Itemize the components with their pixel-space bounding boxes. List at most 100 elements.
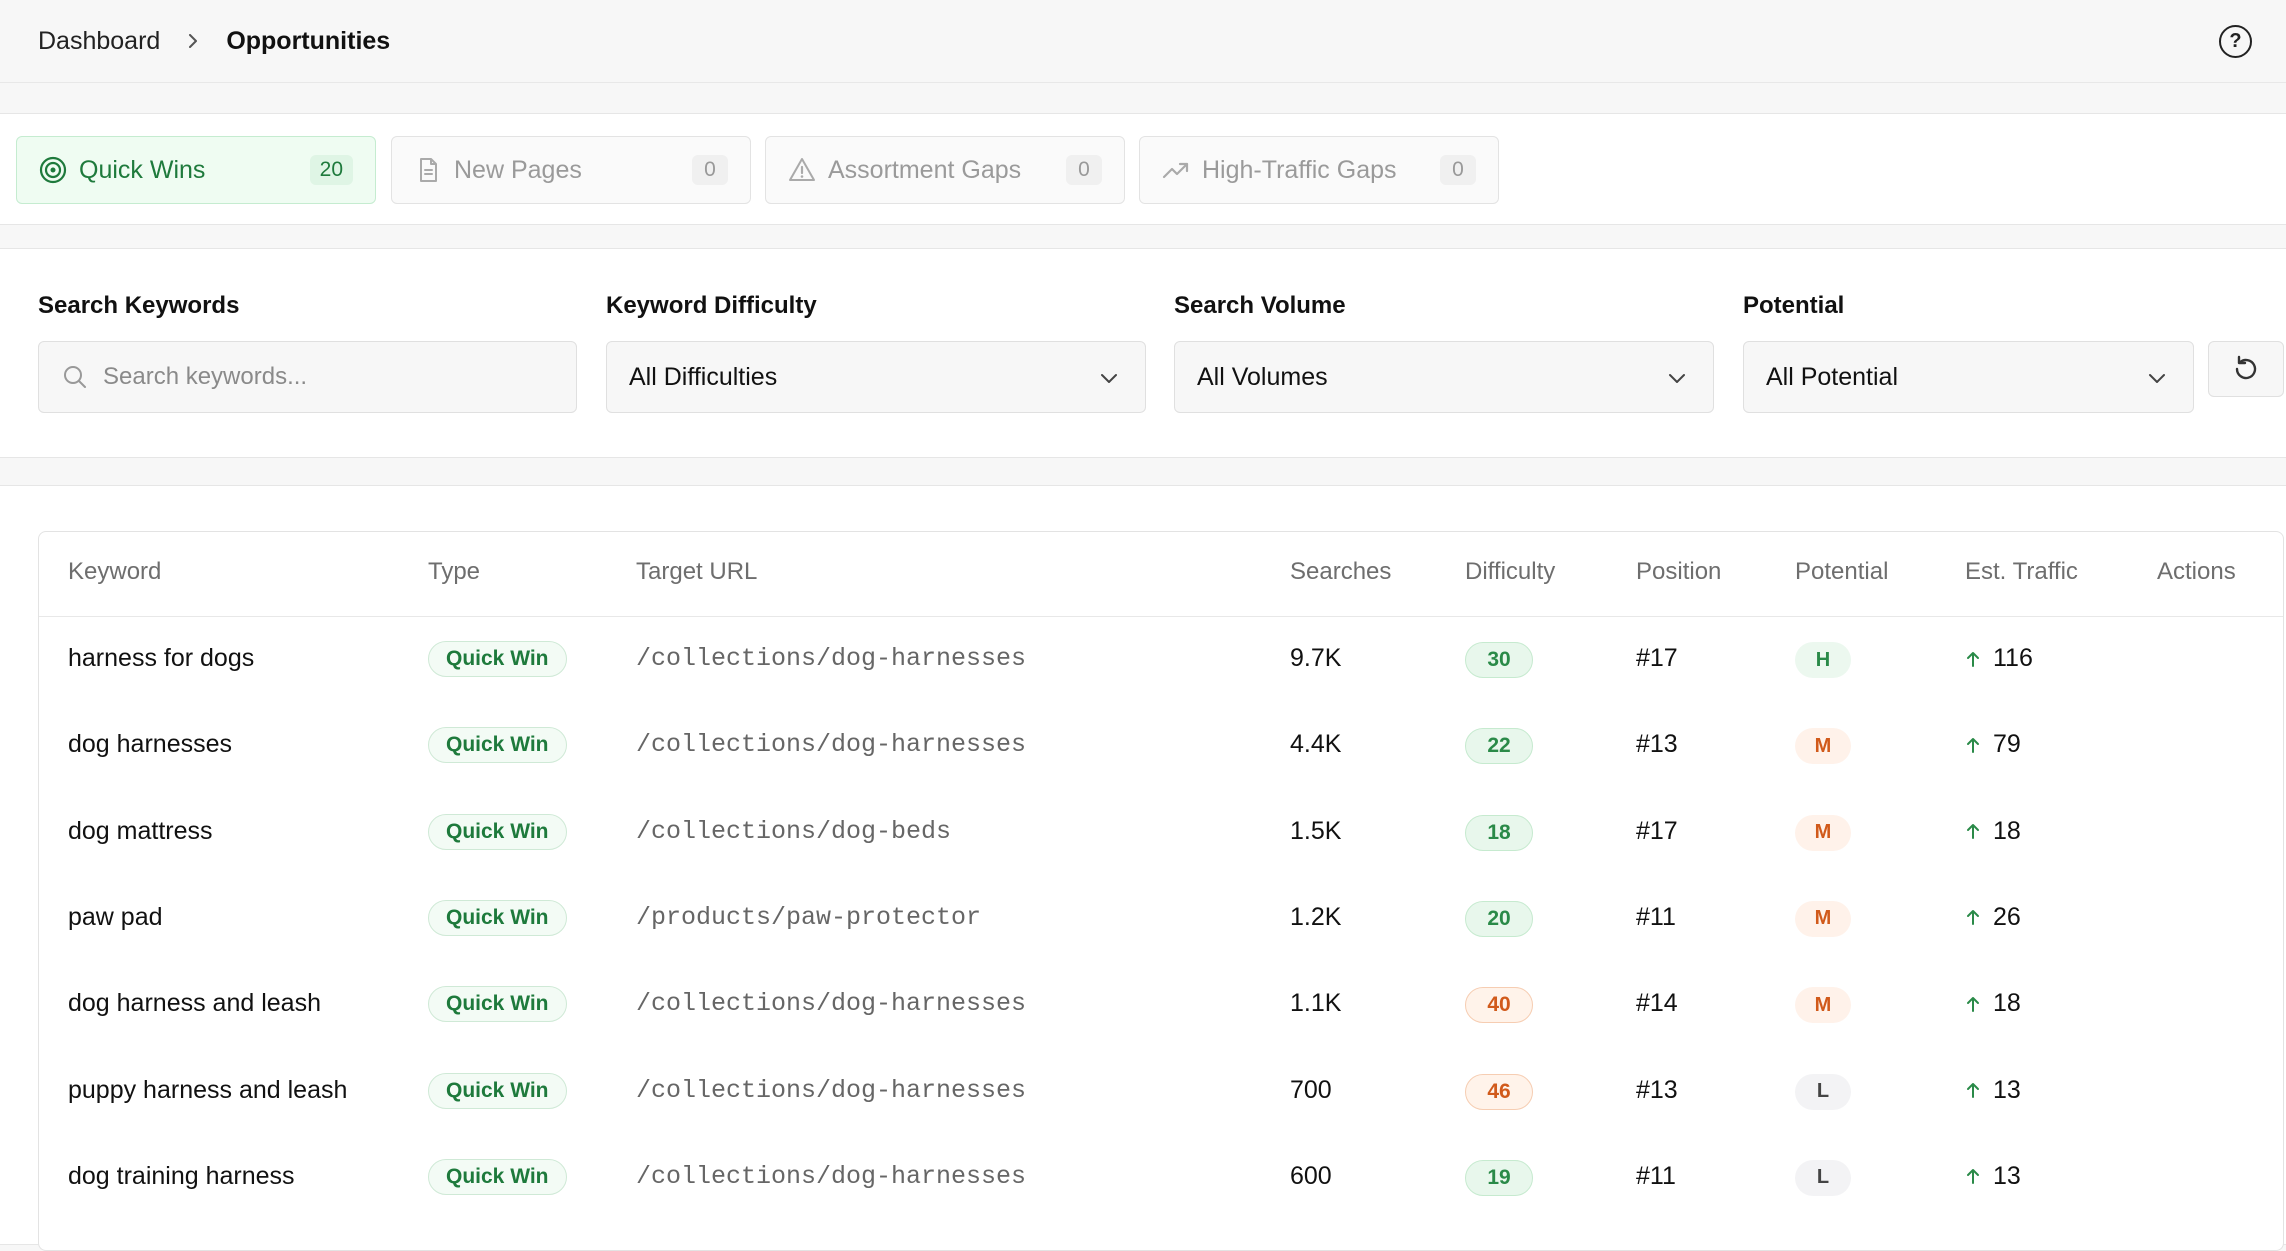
search-keywords-label: Search Keywords [38,292,240,319]
help-glyph: ? [2229,30,2242,52]
difficulty-badge: 40 [1465,987,1533,1024]
opportunities-table-card: Keyword Type Target URL Searches Difficu… [0,485,2286,1251]
table-row[interactable]: puppy harness and leash Quick Win/collect… [39,1050,2283,1136]
position-cell: #11 [1636,1161,1676,1190]
col-target-url[interactable]: Target URL [636,558,758,585]
potential-select-value: All Potential [1766,362,1899,391]
table-row[interactable]: dog harness and leash Quick Win/collectio… [39,963,2283,1049]
search-box[interactable] [38,341,577,413]
est-traffic-cell: 18 [1965,989,2021,1018]
col-position[interactable]: Position [1636,558,1722,585]
keyword-cell: paw pad [68,902,163,931]
potential-select[interactable]: All Potential [1743,341,2194,413]
target-url-link[interactable]: /collections/dog-harnesses [636,644,1027,673]
est-traffic-cell: 18 [1965,817,2021,846]
arrow-up-icon [1967,910,1979,926]
potential-badge: M [1795,900,1851,937]
search-volume-label: Search Volume [1174,292,1346,319]
tab-high-traffic-gaps[interactable]: High-Traffic Gaps 0 [1139,136,1499,204]
type-badge: Quick Win [428,899,567,936]
est-traffic-value: 26 [1993,902,2021,931]
tab-count-badge: 0 [692,155,728,185]
chevron-down-icon [2149,374,2165,383]
help-icon[interactable]: ? [2219,25,2252,58]
col-type[interactable]: Type [428,558,481,585]
est-traffic-cell: 79 [1965,730,2021,759]
type-badge: Quick Win [428,641,567,677]
reset-icon [2235,355,2257,380]
searches-cell: 4.4K [1290,730,1342,759]
type-badge: Quick Win [428,727,567,764]
table-row[interactable]: paw pad Quick Win/products/paw-protector 1… [39,877,2283,963]
position-cell: #14 [1636,989,1678,1018]
volume-select[interactable]: All Volumes [1174,341,1714,413]
position-cell: #17 [1636,644,1678,672]
searches-cell: 1.2K [1290,902,1342,931]
potential-badge: M [1795,728,1851,765]
target-icon [39,156,67,184]
difficulty-select[interactable]: All Difficulties [606,341,1146,413]
est-traffic-value: 18 [1993,989,2021,1018]
col-difficulty[interactable]: Difficulty [1465,558,1556,585]
breadcrumb-parent[interactable]: Dashboard [38,26,161,55]
table-row[interactable]: dog mattress Quick Win/collections/dog-be… [39,791,2283,877]
keyword-cell: harness for dogs [68,644,255,672]
filters-panel: Search Keywords Keyword Difficulty All D… [0,248,2286,458]
target-url-link[interactable]: /collections/dog-harnesses [636,989,1027,1019]
target-url-link[interactable]: /collections/dog-harnesses [636,1161,1027,1191]
est-traffic-cell: 116 [1965,644,2033,673]
tab-label: New Pages [454,155,582,184]
tab-label: High-Traffic Gaps [1202,155,1397,184]
potential-badge: L [1795,1159,1851,1196]
col-est-traffic[interactable]: Est. Traffic [1965,558,2078,585]
target-url-link[interactable]: /collections/dog-harnesses [636,1075,1027,1105]
target-url-link[interactable]: /products/paw-protector [636,902,982,932]
table-row[interactable]: dog training harness Quick Win/collection… [39,1136,2283,1222]
searches-cell: 600 [1290,1161,1332,1190]
potential-badge: L [1795,1073,1851,1110]
tab-quick-wins[interactable]: Quick Wins 20 [16,136,376,204]
searches-cell: 700 [1290,1075,1332,1104]
tab-count-badge: 0 [1440,155,1476,185]
keyword-cell: puppy harness and leash [68,1075,348,1104]
arrow-up-icon [1967,1083,1979,1098]
type-badge: Quick Win [428,813,567,850]
est-traffic-cell: 26 [1965,903,2021,932]
tab-count-badge: 0 [1066,155,1102,185]
table-header: Keyword Type Target URL Searches Difficu… [39,532,2283,617]
chevron-down-icon [1101,374,1117,383]
est-traffic-cell: 13 [1965,1162,2021,1191]
target-url-link[interactable]: /collections/dog-beds [636,816,952,846]
col-potential[interactable]: Potential [1795,558,1889,585]
difficulty-badge: 46 [1465,1073,1533,1110]
est-traffic-value: 79 [1993,730,2021,759]
table-row[interactable]: harness for dogs Quick Win/collections/do… [39,618,2283,704]
trending-up-icon [1162,162,1189,179]
position-cell: #11 [1636,902,1676,931]
position-cell: #13 [1636,1075,1678,1104]
keyword-cell: dog mattress [68,816,213,845]
est-traffic-value: 13 [1993,1075,2021,1104]
searches-cell: 1.5K [1290,816,1342,845]
potential-label: Potential [1743,292,1845,319]
arrow-up-icon [1967,737,1979,753]
table-row[interactable]: dog harnesses Quick Win/collections/dog-h… [39,704,2283,790]
searches-cell: 1.1K [1290,989,1342,1018]
reset-filters-button[interactable] [2208,341,2284,397]
col-searches[interactable]: Searches [1290,558,1392,585]
search-icon [64,366,86,388]
potential-badge: H [1795,642,1851,678]
target-url-link[interactable]: /collections/dog-harnesses [636,730,1027,760]
search-input[interactable] [103,363,563,391]
chevron-right-icon [189,34,198,48]
tab-assortment-gaps[interactable]: Assortment Gaps 0 [765,136,1125,204]
opportunity-tabs: Quick Wins 20 New Pages 0 Assortment Gap… [0,113,2286,225]
tab-new-pages[interactable]: New Pages 0 [391,136,751,204]
type-badge: Quick Win [428,1158,567,1195]
chevron-down-icon [1669,374,1685,383]
col-keyword[interactable]: Keyword [68,558,162,585]
arrow-up-icon [1967,824,1979,840]
difficulty-badge: 30 [1465,642,1533,678]
difficulty-select-value: All Difficulties [629,362,778,391]
type-badge: Quick Win [428,986,567,1023]
